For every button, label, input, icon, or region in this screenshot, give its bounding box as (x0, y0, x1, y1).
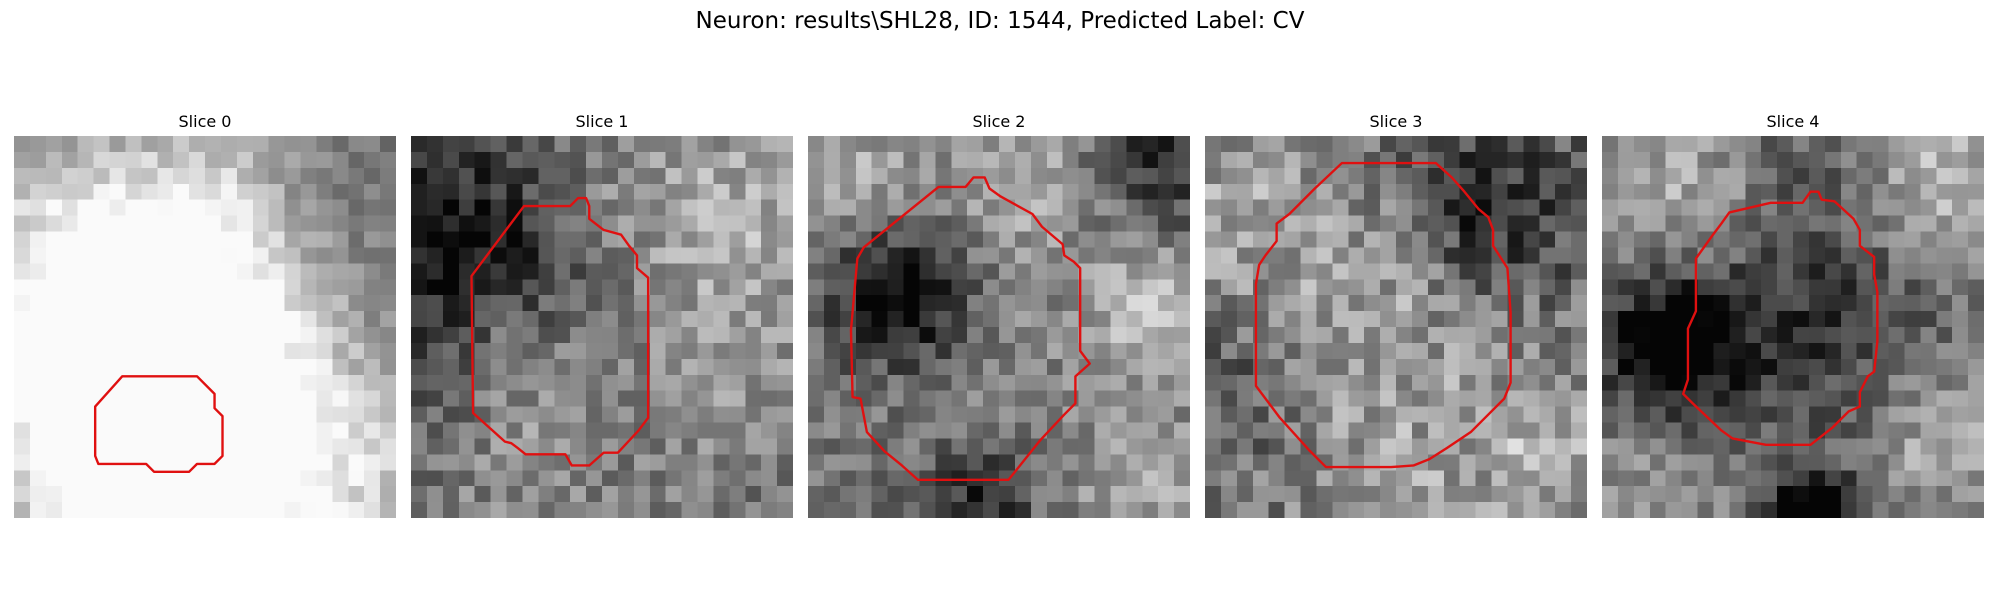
pixel-grid (1205, 136, 1587, 518)
pixel-grid (411, 136, 793, 518)
roi-contour (93, 375, 224, 474)
slice-title: Slice 1 (575, 112, 629, 131)
slice-image-1 (411, 136, 793, 518)
slice-image-3 (1205, 136, 1587, 518)
slice-title: Slice 0 (178, 112, 232, 131)
slice-panel-1: Slice 1 (411, 112, 793, 518)
roi-contour (470, 196, 650, 467)
pixel-grid (14, 136, 396, 518)
roi-contour (1681, 190, 1879, 446)
figure-title: Neuron: results\SHL28, ID: 1544, Predict… (695, 8, 1305, 34)
slice-panel-4: Slice 4 (1602, 112, 1984, 518)
slice-image-2 (808, 136, 1190, 518)
roi-contour (1254, 161, 1512, 469)
slice-title: Slice 2 (972, 112, 1026, 131)
pixel-grid (1602, 136, 1984, 518)
slice-image-4 (1602, 136, 1984, 518)
roi-contour (849, 176, 1091, 481)
pixel-grid (808, 136, 1190, 518)
slice-panel-2: Slice 2 (808, 112, 1190, 518)
slice-title: Slice 3 (1369, 112, 1423, 131)
slice-panel-3: Slice 3 (1205, 112, 1587, 518)
slice-title: Slice 4 (1766, 112, 1820, 131)
slice-panel-0: Slice 0 (14, 112, 396, 518)
slice-image-0 (14, 136, 396, 518)
